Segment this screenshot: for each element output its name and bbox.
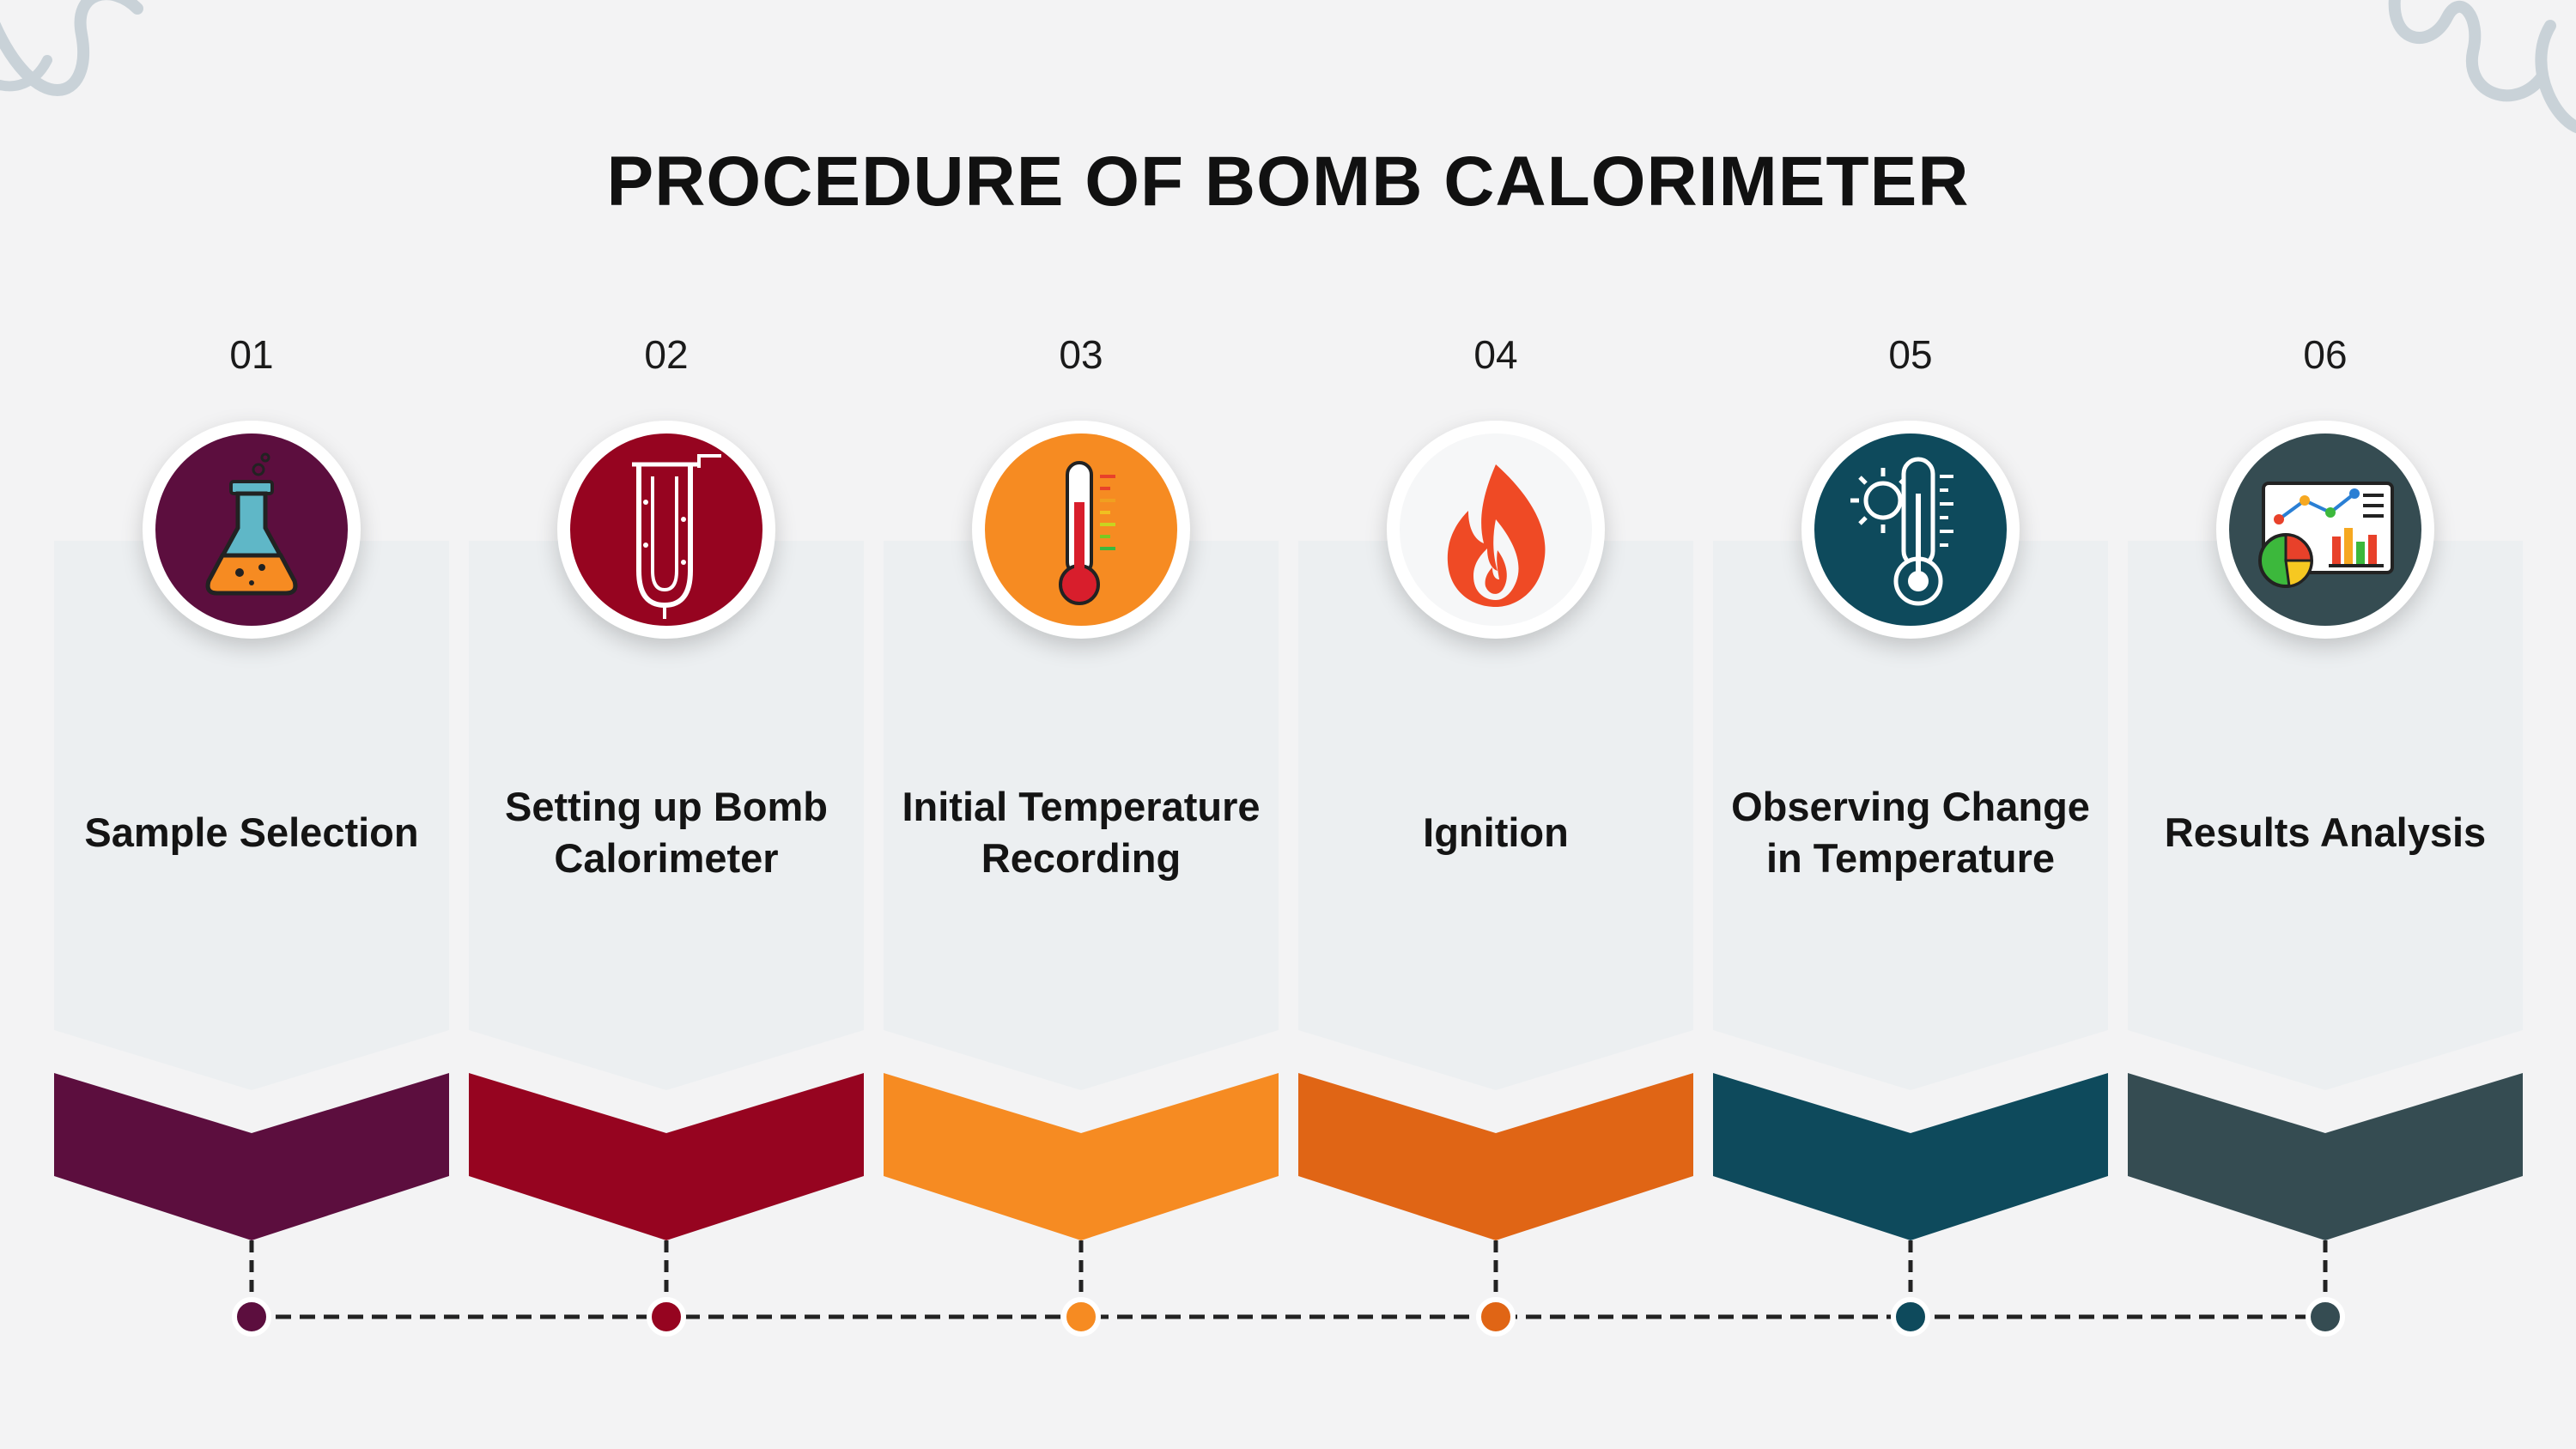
step-3: 03 Initial xyxy=(884,0,1279,1449)
step-number: 05 xyxy=(1888,332,1933,377)
step-number: 03 xyxy=(1059,332,1103,377)
bomb-calorimeter-icon xyxy=(570,433,762,626)
timeline-dot xyxy=(232,1297,271,1337)
step-icon-badge xyxy=(1387,421,1605,639)
step-chevron xyxy=(884,1073,1279,1240)
step-number: 02 xyxy=(644,332,689,377)
step-label: Setting up Bomb Calorimeter xyxy=(505,784,828,881)
step-number: 01 xyxy=(229,332,274,377)
step-label: Ignition xyxy=(1423,809,1569,855)
step-label: Observing Change in Temperature xyxy=(1731,784,2090,881)
step-chevron xyxy=(469,1073,864,1240)
step-5: 05 xyxy=(1713,0,2108,1449)
step-2: 02 Setting up Bomb Ca xyxy=(469,0,864,1449)
step-chevron xyxy=(54,1073,449,1240)
timeline-dot xyxy=(2306,1297,2345,1337)
thermometer-icon xyxy=(985,433,1177,626)
step-icon-badge xyxy=(1801,421,2020,639)
step-card xyxy=(884,541,1279,1090)
step-card xyxy=(54,541,449,1090)
timeline-dot xyxy=(1891,1297,1930,1337)
flame-icon xyxy=(1400,433,1592,626)
step-label: Sample Selection xyxy=(84,809,419,855)
timeline-dot xyxy=(1061,1297,1101,1337)
page-title: PROCEDURE OF BOMB CALORIMETER xyxy=(606,142,1970,221)
chart-analysis-icon xyxy=(2229,433,2421,626)
timeline-dot xyxy=(647,1297,686,1337)
step-label: Initial Temperature Recording xyxy=(902,784,1261,881)
step-1: 01 Sample Selection xyxy=(54,0,449,1449)
flask-icon xyxy=(155,433,348,626)
step-card xyxy=(469,541,864,1090)
step-chevron xyxy=(1298,1073,1693,1240)
step-6: 06 xyxy=(2128,0,2523,1449)
step-chevron xyxy=(1713,1073,2108,1240)
timeline-dot xyxy=(1476,1297,1516,1337)
step-4: 04 Ignition xyxy=(1298,0,1693,1449)
step-chevron xyxy=(2128,1073,2523,1240)
step-icon-badge xyxy=(972,421,1190,639)
step-number: 04 xyxy=(1473,332,1518,377)
step-icon-badge xyxy=(557,421,775,639)
step-icon-badge xyxy=(143,421,361,639)
step-icon-badge xyxy=(2216,421,2434,639)
step-card xyxy=(1713,541,2108,1090)
step-card xyxy=(1298,541,1693,1090)
step-card xyxy=(2128,541,2523,1090)
step-number: 06 xyxy=(2303,332,2348,377)
sun-thermometer-icon xyxy=(1814,433,2007,626)
step-label: Results Analysis xyxy=(2164,809,2487,855)
